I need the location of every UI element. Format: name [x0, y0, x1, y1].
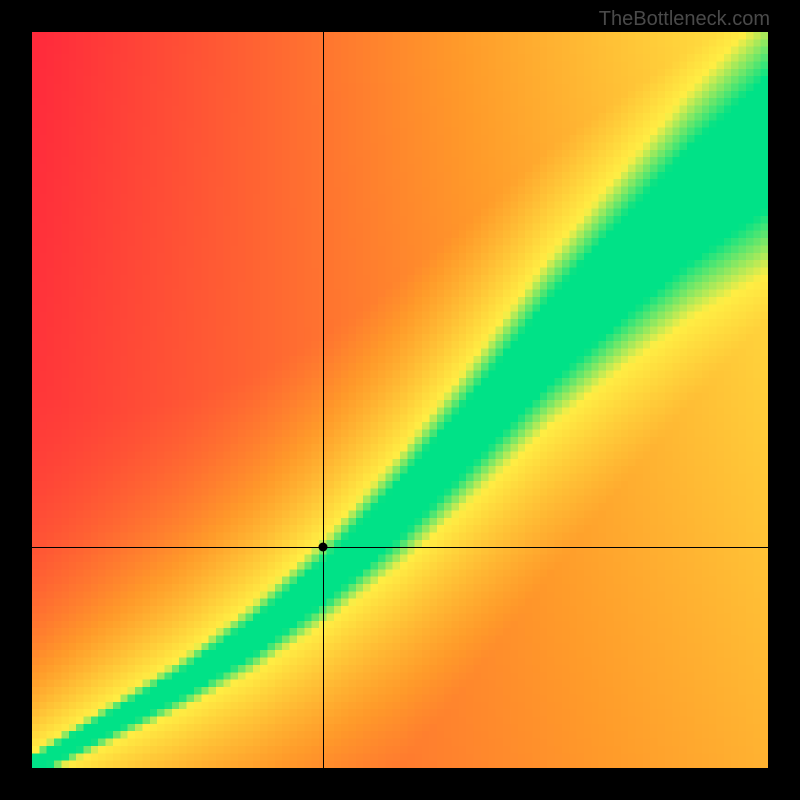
crosshair-vertical	[323, 32, 324, 768]
watermark-text: TheBottleneck.com	[599, 8, 770, 31]
datapoint-marker	[318, 543, 327, 552]
crosshair-horizontal	[32, 547, 768, 548]
heatmap-plot	[32, 32, 768, 768]
heatmap-canvas	[32, 32, 768, 768]
